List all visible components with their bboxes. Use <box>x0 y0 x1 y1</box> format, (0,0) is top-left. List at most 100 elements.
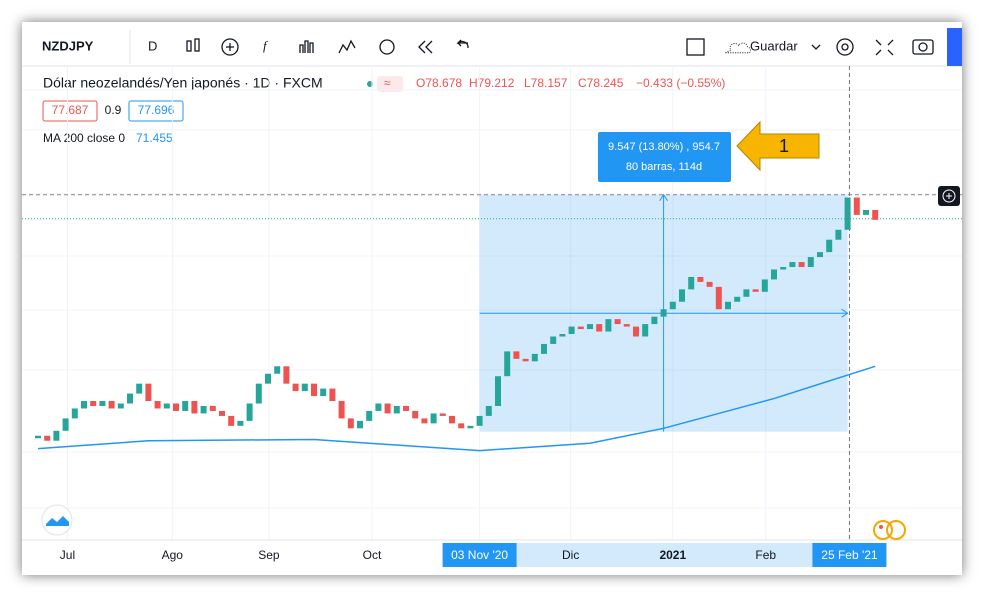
x-tick-label: Feb <box>755 548 776 562</box>
indicator-icon[interactable]: f <box>263 38 269 53</box>
measure-tooltip <box>598 132 731 182</box>
time-axis: Jul Ago Sep Oct 03 Nov '20 Dic 2021 Feb 25 Feb '… <box>60 543 887 567</box>
candle <box>117 403 124 409</box>
candle <box>274 366 281 374</box>
candle <box>209 405 216 411</box>
candle <box>605 319 612 332</box>
svg-text:≈: ≈ <box>384 76 391 90</box>
ma-value: 71.455 <box>136 131 173 145</box>
interval[interactable]: D <box>148 38 157 53</box>
candle <box>62 418 69 431</box>
candle <box>430 413 437 424</box>
candle <box>623 324 630 327</box>
candle <box>219 410 225 416</box>
ohlc-change: −0.433 (−0.55%) <box>636 76 725 90</box>
publish-button[interactable] <box>947 28 962 66</box>
candle <box>679 289 685 302</box>
candle <box>559 334 566 337</box>
candle <box>789 262 796 268</box>
candle <box>329 388 336 402</box>
candle <box>642 324 649 337</box>
candle <box>485 405 492 416</box>
ma-label: MA 200 close 0 <box>43 131 125 145</box>
candle <box>817 252 823 258</box>
candle <box>577 326 584 330</box>
candle <box>412 410 419 419</box>
candle <box>265 373 271 384</box>
candle <box>826 239 833 253</box>
candle <box>108 401 115 409</box>
candle <box>228 415 235 426</box>
instrument-name: Dólar neozelandés/Yen japonés · 1D · FXC… <box>43 75 323 91</box>
candle <box>393 405 400 414</box>
candle <box>375 403 382 411</box>
candle <box>81 401 87 409</box>
candle <box>458 423 465 429</box>
candle <box>725 301 731 310</box>
candle <box>780 267 787 270</box>
candle <box>734 296 741 302</box>
candle <box>660 309 667 317</box>
candle <box>651 316 658 325</box>
candle <box>301 383 308 392</box>
candle <box>807 257 814 268</box>
candle <box>541 343 547 354</box>
candle <box>421 418 428 424</box>
candle <box>596 324 603 332</box>
candle <box>761 279 768 292</box>
x-tick-label: Oct <box>363 548 382 562</box>
toolbar-icons[interactable] <box>186 38 934 56</box>
candle <box>173 403 179 411</box>
candle <box>522 358 529 362</box>
candle <box>743 289 750 297</box>
logo[interactable] <box>41 504 73 536</box>
candle <box>669 301 676 310</box>
ohlc-low: L78.157 <box>524 76 568 90</box>
measure-arrow <box>659 193 669 202</box>
axis-highlight <box>812 543 887 567</box>
candle <box>163 403 170 409</box>
candle <box>182 401 189 411</box>
x-tick-label: Jul <box>60 548 75 562</box>
ask[interactable]: 77.696 <box>138 103 175 117</box>
candle <box>200 405 207 414</box>
ohlc-high: H79.212 <box>469 76 515 90</box>
candle <box>513 351 520 359</box>
chart-app: NZDJPY D f Guardar Dólar neozelandés/Yen… <box>22 28 962 567</box>
x-tick-label: Ago <box>162 548 184 562</box>
candle <box>338 401 345 419</box>
candle <box>872 209 879 220</box>
candle <box>531 353 538 362</box>
ma-line <box>37 365 876 452</box>
candle <box>191 401 198 414</box>
candle <box>347 418 354 429</box>
candle <box>357 420 363 429</box>
candle <box>237 420 244 426</box>
candle <box>154 401 161 409</box>
x-tick-label: Dic <box>562 548 579 562</box>
candle <box>706 281 713 287</box>
save-button[interactable]: Guardar <box>750 38 798 53</box>
candle <box>835 229 842 240</box>
candle <box>292 383 299 392</box>
candle <box>476 415 483 426</box>
candle <box>752 289 759 292</box>
candle <box>44 435 51 441</box>
measure-text: 9.547 (13.80%) , 954.7 <box>608 141 720 153</box>
candle <box>384 403 391 414</box>
measure-text: 80 barras, 114d <box>626 161 702 173</box>
candle <box>283 366 290 384</box>
candle <box>633 326 639 337</box>
x-tick-label: 2021 <box>659 548 686 562</box>
symbol[interactable]: NZDJPY <box>42 38 94 53</box>
candle <box>853 197 860 215</box>
candle <box>71 408 78 419</box>
bid[interactable]: 77.687 <box>52 103 89 117</box>
candle <box>90 401 97 406</box>
candle <box>614 319 621 325</box>
candle <box>320 388 327 397</box>
x-tick-label: Sep <box>258 548 280 562</box>
axis-highlight <box>442 543 517 567</box>
spread: 0.9 <box>105 103 122 117</box>
candle <box>504 351 511 377</box>
